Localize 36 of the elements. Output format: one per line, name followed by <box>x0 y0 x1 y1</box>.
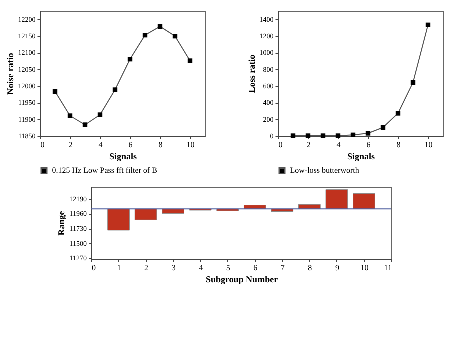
x-tick-label: 10 <box>186 140 195 150</box>
x-tick-label: 11 <box>384 264 392 272</box>
x-tick-label: 0 <box>278 140 283 150</box>
legend-label: Low-loss butterworth <box>290 166 360 175</box>
x-tick-label: 2 <box>306 140 311 150</box>
x-tick-label: 8 <box>158 140 163 150</box>
x-tick-label: 9 <box>335 264 340 272</box>
x-tick-label: 2 <box>68 140 73 150</box>
x-tick-label: 0 <box>40 140 45 150</box>
bar <box>326 190 348 210</box>
x-tick-label: 3 <box>172 264 176 272</box>
x-tick-label: 8 <box>396 140 401 150</box>
x-axis-title: Signals <box>109 152 138 162</box>
x-tick-label: 7 <box>280 264 285 272</box>
x-tick-label: 4 <box>336 140 341 150</box>
x-axis-title: Subgroup Number <box>206 274 278 284</box>
bar <box>134 208 158 220</box>
x-tick-label: 8 <box>308 264 312 272</box>
y-axis-title: Noise ratio <box>5 52 16 95</box>
x-tick-label: 2 <box>144 264 149 272</box>
x-tick-label: 6 <box>128 140 133 150</box>
x-tick-label: 10 <box>424 140 433 150</box>
legend-label: 0.125 Hz Low Pass fft filter of B <box>52 166 158 175</box>
x-tick-label: 0 <box>92 264 96 272</box>
x-tick-label: 10 <box>360 264 369 272</box>
bar <box>108 208 130 231</box>
x-tick-label: 4 <box>199 264 204 272</box>
x-axis-title: Signals <box>347 152 376 162</box>
x-tick-label: 5 <box>226 264 230 272</box>
bar <box>353 193 376 210</box>
x-tick-label: 4 <box>98 140 103 150</box>
y-axis-title: Loss ratio <box>246 54 257 94</box>
y-axis-title: Range <box>56 211 66 236</box>
x-tick-label: 6 <box>366 140 371 150</box>
x-tick-label: 1 <box>117 264 122 272</box>
x-tick-label: 6 <box>254 264 258 272</box>
